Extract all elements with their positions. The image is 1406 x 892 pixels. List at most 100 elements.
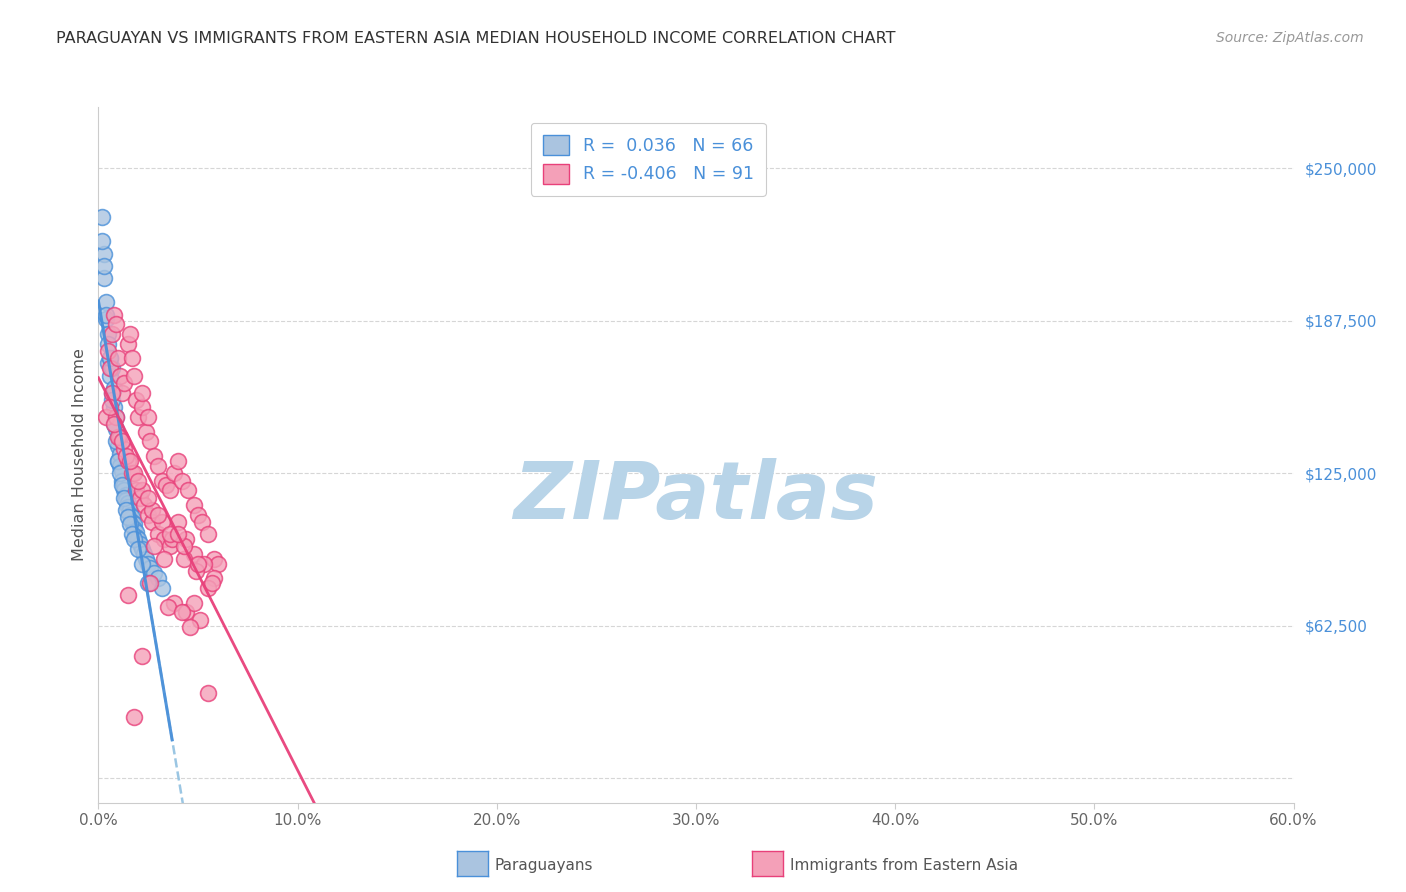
Point xyxy=(131,401,153,415)
Point xyxy=(159,527,181,541)
Point xyxy=(115,493,138,508)
Point xyxy=(127,410,149,425)
Point xyxy=(120,454,142,468)
Point xyxy=(110,467,132,481)
Point xyxy=(111,478,134,492)
Point xyxy=(136,410,159,425)
Point xyxy=(124,368,146,383)
Point xyxy=(98,401,122,415)
Point xyxy=(125,530,148,544)
Point xyxy=(105,434,128,449)
Point xyxy=(121,510,143,524)
Point xyxy=(112,442,135,456)
Point xyxy=(107,454,129,468)
Point xyxy=(136,557,159,571)
Point xyxy=(96,312,118,326)
Point xyxy=(103,308,125,322)
Point xyxy=(117,588,139,602)
Point xyxy=(101,327,124,342)
Point xyxy=(148,571,170,585)
Point xyxy=(103,417,125,432)
Point xyxy=(127,532,149,546)
Point xyxy=(131,649,153,664)
Point xyxy=(202,571,225,585)
Point xyxy=(98,361,122,376)
Point xyxy=(101,392,124,407)
Point xyxy=(117,495,139,509)
Point xyxy=(103,401,125,415)
Point xyxy=(179,620,201,634)
Point xyxy=(143,566,166,581)
Point xyxy=(121,527,143,541)
Point xyxy=(188,613,211,627)
Point xyxy=(139,434,162,449)
Point xyxy=(111,474,134,488)
Point xyxy=(197,686,219,700)
Point xyxy=(172,606,194,620)
Point xyxy=(184,564,207,578)
Point xyxy=(129,537,152,551)
Point xyxy=(112,491,135,505)
Point xyxy=(93,246,115,260)
Text: Immigrants from Eastern Asia: Immigrants from Eastern Asia xyxy=(790,858,1018,872)
Point xyxy=(167,527,190,541)
Point xyxy=(120,327,142,342)
Point xyxy=(110,429,132,443)
Point xyxy=(98,351,122,366)
Point xyxy=(125,392,148,407)
Point xyxy=(96,295,118,310)
Point xyxy=(93,271,115,285)
Point xyxy=(111,385,134,400)
Point xyxy=(115,488,138,502)
Point xyxy=(197,581,219,595)
Point xyxy=(107,439,129,453)
Point xyxy=(110,368,132,383)
Point xyxy=(110,458,132,473)
Point xyxy=(103,381,125,395)
Point xyxy=(121,467,143,481)
Point xyxy=(105,422,128,436)
Point xyxy=(131,385,153,400)
Point xyxy=(98,368,122,383)
Point xyxy=(115,449,138,463)
Point xyxy=(173,540,195,554)
Point xyxy=(148,508,170,522)
Point xyxy=(91,235,114,249)
Point xyxy=(136,508,159,522)
Point xyxy=(127,541,149,556)
Point xyxy=(201,576,224,591)
Point xyxy=(167,454,190,468)
Point xyxy=(163,467,186,481)
Point xyxy=(131,557,153,571)
Point xyxy=(98,351,122,366)
Point xyxy=(167,515,190,529)
Point xyxy=(121,515,143,529)
Point xyxy=(97,327,120,342)
Point xyxy=(187,557,209,571)
Point xyxy=(101,385,124,400)
Text: PARAGUAYAN VS IMMIGRANTS FROM EASTERN ASIA MEDIAN HOUSEHOLD INCOME CORRELATION C: PARAGUAYAN VS IMMIGRANTS FROM EASTERN AS… xyxy=(56,31,896,46)
Point xyxy=(174,532,197,546)
Point xyxy=(124,467,146,481)
Point xyxy=(202,551,225,566)
Point xyxy=(107,429,129,443)
Point xyxy=(110,447,132,461)
Point xyxy=(131,541,153,556)
Point xyxy=(107,429,129,443)
Point xyxy=(173,551,195,566)
Point xyxy=(131,483,153,498)
Point xyxy=(105,410,128,425)
Text: ZIPatlas: ZIPatlas xyxy=(513,458,879,536)
Point xyxy=(103,417,125,432)
Text: Paraguayans: Paraguayans xyxy=(495,858,593,872)
Point xyxy=(117,336,139,351)
Point xyxy=(187,508,209,522)
Point xyxy=(143,449,166,463)
Point xyxy=(120,517,142,532)
Point xyxy=(136,491,159,505)
Point xyxy=(134,498,156,512)
Point xyxy=(105,410,128,425)
Point xyxy=(172,474,194,488)
Point xyxy=(183,596,205,610)
Point xyxy=(111,464,134,478)
